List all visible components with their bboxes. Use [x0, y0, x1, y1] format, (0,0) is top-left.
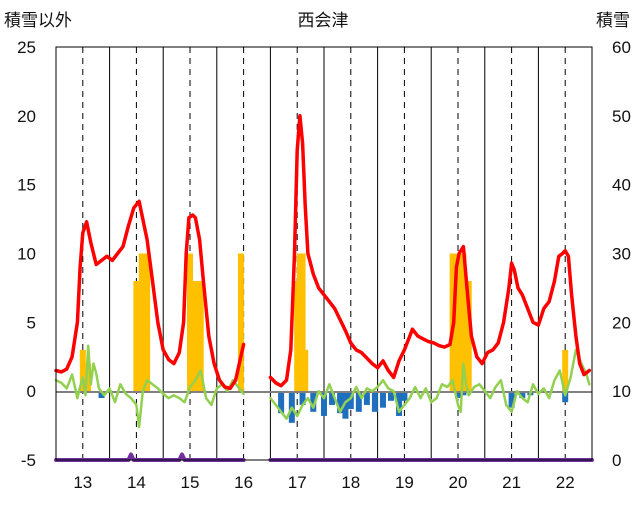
snow-depth-bar — [237, 253, 244, 392]
x-axis-ticks: 13 14 15 16 17 18 19 20 21 22 — [73, 473, 574, 492]
snow-depth-bar — [85, 363, 92, 392]
snow-depth-bar — [460, 253, 467, 392]
negative-bar — [460, 391, 467, 396]
right-tick-label: 40 — [612, 176, 631, 195]
snow-depth-bar — [138, 253, 145, 392]
snow-depth-bar — [133, 281, 140, 392]
left-axis-ticks: 25 20 15 10 5 0 -5 — [17, 38, 36, 470]
snow-depth-bar — [192, 281, 199, 392]
left-axis-title: 積雪以外 — [4, 11, 72, 30]
negative-bar — [355, 391, 362, 412]
negative-bar — [388, 391, 394, 401]
snow-depth-bar — [187, 253, 193, 392]
right-tick-label: 20 — [612, 313, 631, 332]
x-tick-label: 13 — [73, 473, 92, 492]
negative-bar — [363, 391, 370, 405]
snow-depth-bar — [302, 349, 309, 392]
right-tick-label: 10 — [612, 382, 631, 401]
left-tick-label: 10 — [17, 245, 36, 264]
x-tick-label: 14 — [127, 473, 146, 492]
right-tick-label: 30 — [612, 245, 631, 264]
negative-bar — [321, 391, 327, 416]
x-tick-label: 16 — [234, 473, 253, 492]
negative-bar — [396, 391, 403, 416]
x-tick-label: 17 — [288, 473, 307, 492]
left-tick-label: 25 — [17, 38, 36, 57]
x-tick-label: 20 — [449, 473, 468, 492]
left-tick-label: 20 — [17, 107, 36, 126]
negative-bar — [379, 391, 386, 408]
negative-bar — [455, 391, 461, 399]
green-line-series — [54, 344, 591, 429]
x-tick-label: 15 — [181, 473, 200, 492]
negative-bar — [278, 391, 285, 414]
negative-bar — [562, 391, 569, 403]
negative-bar — [337, 391, 344, 414]
negative-bar — [508, 391, 515, 408]
negative-bar — [371, 391, 378, 412]
x-tick-label: 19 — [395, 473, 414, 492]
x-tick-label: 18 — [341, 473, 360, 492]
x-tick-label: 21 — [502, 473, 521, 492]
negative-bar — [401, 391, 408, 401]
left-tick-label: -5 — [21, 451, 36, 470]
x-tick-label: 22 — [556, 473, 575, 492]
plot-area-frame — [55, 46, 593, 461]
snow-depth-bar — [144, 253, 151, 392]
negative-bar — [342, 391, 349, 419]
snow-depth-bar — [79, 349, 86, 392]
negative-bar — [98, 391, 105, 399]
negative-bar — [519, 391, 526, 399]
snow-depth-bar — [455, 253, 461, 392]
negative-bar — [347, 391, 354, 410]
snow-depth-bar — [465, 281, 472, 392]
negative-bar — [329, 391, 336, 405]
negative-bar — [299, 391, 306, 405]
right-axis-ticks: 60 50 40 30 20 10 0 — [612, 38, 631, 470]
right-tick-label: 50 — [612, 107, 631, 126]
chart-title: 西会津 — [298, 11, 349, 30]
right-axis-title: 積雪 — [596, 11, 630, 30]
left-tick-label: 15 — [17, 176, 36, 195]
snow-depth-bar — [197, 281, 204, 392]
right-tick-label: 0 — [612, 451, 621, 470]
left-tick-label: 0 — [27, 382, 36, 401]
snow-depth-bar — [562, 349, 569, 392]
negative-bar — [310, 391, 317, 412]
snow-depth-bar — [299, 253, 306, 392]
left-tick-label: 5 — [27, 313, 36, 332]
red-line-series — [54, 114, 592, 391]
right-tick-label: 60 — [612, 38, 631, 57]
